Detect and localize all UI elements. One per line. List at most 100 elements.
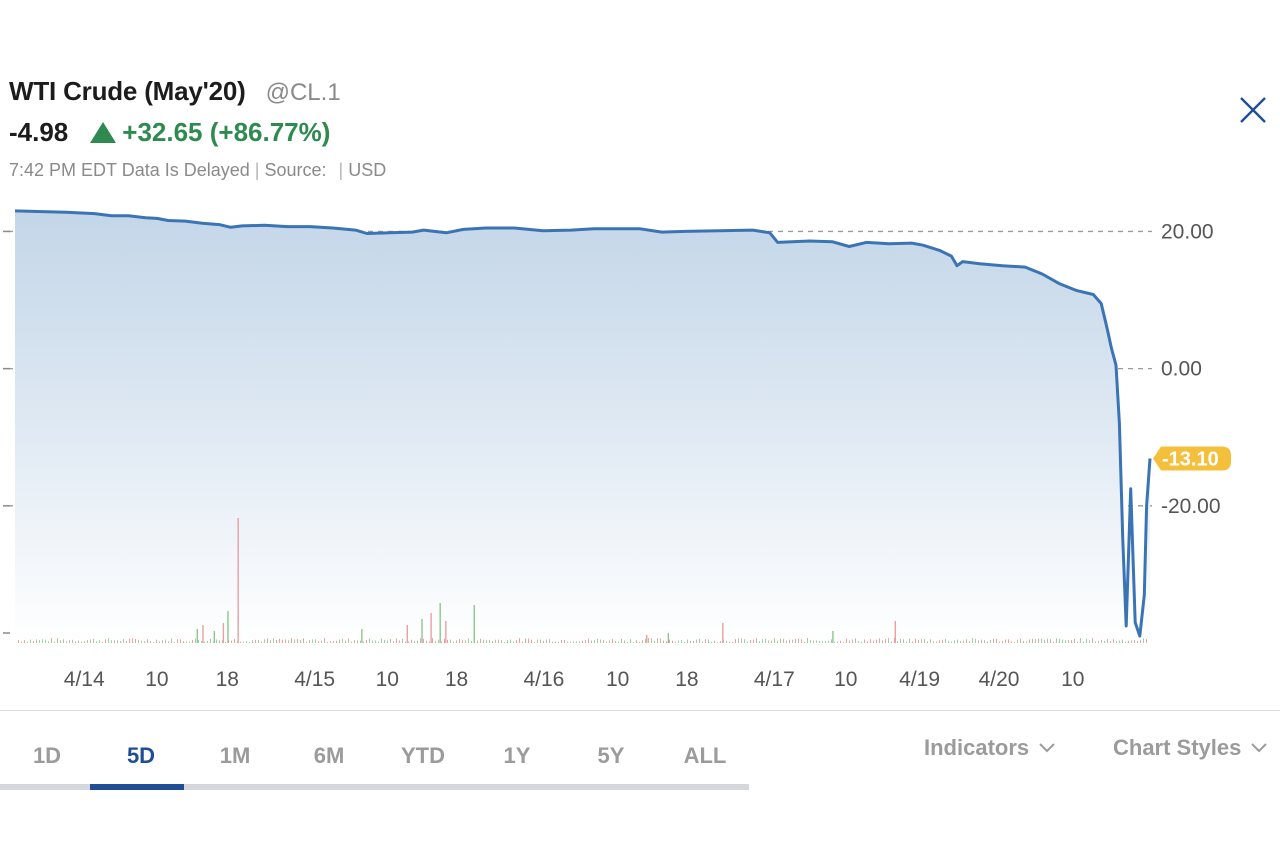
tab-all[interactable]: ALL (683, 743, 727, 768)
volume-bar (39, 640, 40, 643)
volume-bar (420, 638, 421, 643)
volume-bar (732, 641, 733, 643)
volume-bar (99, 640, 100, 643)
volume-bar (873, 640, 874, 643)
source-label: Source: (264, 160, 327, 180)
volume-bar (294, 639, 295, 643)
tab-ytd[interactable]: YTD (401, 743, 445, 768)
volume-bar (636, 640, 637, 643)
volume-bar (645, 638, 646, 643)
volume-bar (798, 638, 799, 643)
volume-bar (855, 638, 856, 643)
volume-bar (84, 641, 85, 643)
volume-bar (1059, 638, 1060, 643)
x-tick-label: 4/17 (754, 668, 795, 691)
last-price: -4.98 (9, 117, 69, 147)
volume-bar (945, 638, 946, 643)
volume-bar (804, 641, 805, 643)
volume-bar (141, 640, 142, 643)
volume-bar (1110, 641, 1111, 643)
volume-bar (227, 611, 229, 643)
tab-1y[interactable]: 1Y (503, 743, 531, 768)
volume-bar (722, 623, 724, 643)
volume-bar (852, 639, 853, 643)
volume-bar (345, 640, 346, 643)
volume-bar (387, 640, 388, 643)
volume-bar (480, 638, 481, 643)
volume-bar (361, 629, 363, 643)
tab-1m[interactable]: 1M (219, 743, 251, 768)
volume-bar (840, 640, 841, 643)
tab-5y[interactable]: 5Y (597, 743, 625, 768)
instrument-title: WTI Crude (May'20) (9, 76, 246, 106)
volume-bar (63, 639, 64, 643)
volume-bar (447, 639, 448, 643)
chevron-down-icon (1251, 743, 1268, 753)
volume-bar (1104, 640, 1105, 643)
volume-bar (54, 641, 55, 643)
volume-bar (978, 640, 979, 643)
tab-1d[interactable]: 1D (32, 743, 62, 768)
volume-bar (507, 640, 508, 643)
volume-bar (411, 639, 412, 643)
x-tick-label: 4/15 (294, 668, 335, 691)
volume-bar (129, 638, 130, 643)
volume-bar (969, 641, 970, 643)
volume-bar (942, 639, 943, 643)
volume-bar (285, 639, 286, 643)
volume-bar (594, 640, 595, 643)
volume-bar (654, 640, 655, 643)
volume-bar (1125, 641, 1126, 643)
volume-bar (720, 641, 721, 643)
tab-5d[interactable]: 5D (126, 743, 156, 768)
close-icon[interactable] (1236, 93, 1270, 127)
volume-bar (1026, 641, 1027, 643)
volume-bar (189, 641, 190, 643)
volume-bar (753, 639, 754, 643)
volume-bar (900, 638, 901, 643)
volume-bar (1053, 641, 1054, 643)
volume-bar (21, 641, 22, 643)
volume-bar (726, 640, 727, 643)
price-chart[interactable]: 20.00 0.00 -20.00 4/14 10 18 4/15 10 18 4/16 10 18… (0, 200, 1280, 700)
volume-bar (579, 641, 580, 643)
chart-styles-dropdown[interactable]: Chart Styles (1113, 735, 1268, 761)
y-tick-label: 20.00 (1161, 220, 1214, 243)
volume-bar (430, 613, 432, 643)
volume-bar (321, 640, 322, 643)
volume-bar (534, 641, 535, 643)
volume-bar (858, 641, 859, 643)
volume-bar (807, 638, 808, 643)
volume-bar (582, 640, 583, 643)
volume-bar (249, 641, 250, 643)
volume-bar (375, 640, 376, 643)
volume-bar (432, 638, 433, 643)
volume-bar (888, 638, 889, 643)
volume-bar (1092, 638, 1093, 643)
volume-bar (429, 641, 430, 643)
volume-bar (666, 641, 667, 643)
volume-bar (24, 640, 25, 643)
volume-bar (885, 639, 886, 643)
volume-bar (984, 640, 985, 643)
volume-bar (573, 641, 574, 643)
volume-bar (354, 640, 355, 643)
x-tick-label: 10 (834, 668, 857, 691)
volume-bar (951, 641, 952, 643)
volume-bar (795, 638, 796, 643)
volume-bar (336, 640, 337, 643)
volume-bar (378, 641, 379, 643)
volume-bar (114, 640, 115, 643)
volume-bar (69, 640, 70, 643)
volume-bar (537, 639, 538, 643)
volume-bar (297, 638, 298, 643)
volume-bar (681, 639, 682, 643)
volume-bar (822, 641, 823, 643)
volume-bar (363, 641, 364, 643)
volume-bar (444, 638, 445, 643)
currency-label: USD (348, 160, 387, 180)
tab-6m[interactable]: 6M (313, 743, 345, 768)
indicators-dropdown[interactable]: Indicators (924, 735, 1055, 761)
volume-bar (1062, 639, 1063, 643)
x-tick-label: 18 (216, 668, 239, 691)
